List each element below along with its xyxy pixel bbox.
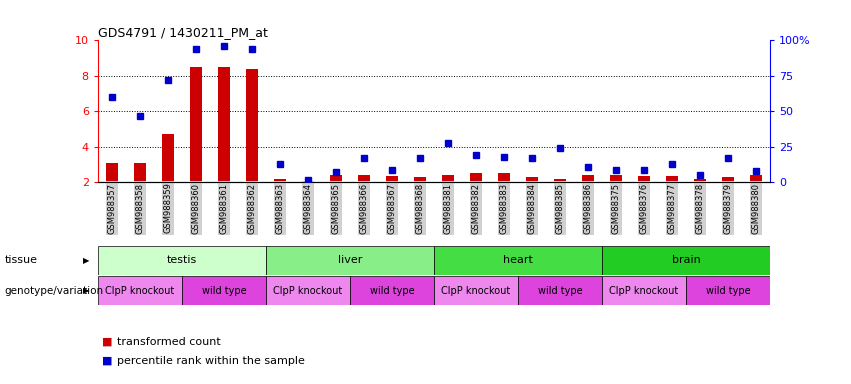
Text: GSM988365: GSM988365 — [332, 182, 340, 233]
Bar — [470, 173, 483, 182]
Text: GSM988364: GSM988364 — [304, 182, 312, 233]
Bar — [602, 246, 770, 275]
Bar — [602, 276, 686, 305]
Bar — [610, 175, 622, 182]
Bar — [357, 175, 370, 182]
Bar — [442, 175, 454, 182]
Text: brain: brain — [671, 255, 700, 265]
Bar — [190, 67, 203, 182]
Text: GSM988378: GSM988378 — [695, 182, 705, 234]
Text: heart: heart — [503, 255, 533, 265]
Text: ▶: ▶ — [83, 256, 89, 265]
Bar — [162, 134, 174, 182]
Text: tissue: tissue — [4, 255, 37, 265]
Bar — [637, 176, 650, 182]
Text: ■: ■ — [102, 337, 112, 347]
Text: ClpP knockout: ClpP knockout — [442, 286, 511, 296]
Bar — [750, 175, 762, 182]
Text: genotype/variation: genotype/variation — [4, 286, 103, 296]
Bar — [182, 276, 266, 305]
Bar — [266, 276, 350, 305]
Bar — [665, 176, 678, 182]
Text: GDS4791 / 1430211_PM_at: GDS4791 / 1430211_PM_at — [98, 26, 268, 39]
Text: wild type: wild type — [538, 286, 582, 296]
Text: GSM988375: GSM988375 — [612, 182, 620, 233]
Text: GSM988379: GSM988379 — [723, 182, 733, 233]
Text: GSM988383: GSM988383 — [500, 182, 509, 234]
Bar — [106, 163, 118, 182]
Text: GSM988386: GSM988386 — [584, 182, 592, 234]
Text: GSM988363: GSM988363 — [276, 182, 284, 234]
Text: ClpP knockout: ClpP knockout — [106, 286, 174, 296]
Bar — [434, 246, 602, 275]
Bar — [350, 276, 434, 305]
Bar — [498, 173, 511, 182]
Text: GSM988377: GSM988377 — [668, 182, 677, 234]
Text: transformed count: transformed count — [117, 337, 220, 347]
Bar — [526, 177, 539, 182]
Bar — [386, 176, 398, 182]
Bar — [434, 276, 518, 305]
Text: GSM988362: GSM988362 — [248, 182, 256, 233]
Bar — [329, 175, 342, 182]
Text: liver: liver — [338, 255, 363, 265]
Text: GSM988380: GSM988380 — [751, 182, 761, 233]
Text: percentile rank within the sample: percentile rank within the sample — [117, 356, 305, 366]
Bar — [246, 69, 258, 182]
Text: GSM988360: GSM988360 — [191, 182, 200, 233]
Text: ClpP knockout: ClpP knockout — [273, 286, 343, 296]
Text: GSM988357: GSM988357 — [107, 182, 117, 233]
Bar — [274, 179, 286, 182]
Text: GSM988382: GSM988382 — [471, 182, 481, 233]
Text: GSM988359: GSM988359 — [163, 182, 173, 233]
Bar — [98, 246, 266, 275]
Text: GSM988385: GSM988385 — [556, 182, 564, 233]
Bar — [554, 179, 567, 182]
Text: GSM988358: GSM988358 — [135, 182, 145, 233]
Text: GSM988376: GSM988376 — [640, 182, 648, 234]
Bar — [301, 180, 314, 182]
Bar — [582, 175, 594, 182]
Text: testis: testis — [167, 255, 197, 265]
Text: ▶: ▶ — [83, 286, 89, 295]
Text: ■: ■ — [102, 356, 112, 366]
Text: GSM988381: GSM988381 — [443, 182, 453, 233]
Text: GSM988366: GSM988366 — [359, 182, 368, 234]
Text: GSM988384: GSM988384 — [528, 182, 536, 233]
Text: wild type: wild type — [202, 286, 246, 296]
Bar — [694, 179, 706, 182]
Text: ClpP knockout: ClpP knockout — [609, 286, 679, 296]
Bar — [218, 67, 231, 182]
Bar — [518, 276, 602, 305]
Bar — [134, 163, 146, 182]
Bar — [686, 276, 770, 305]
Text: GSM988367: GSM988367 — [387, 182, 397, 234]
Bar — [414, 177, 426, 182]
Text: GSM988368: GSM988368 — [415, 182, 425, 234]
Text: GSM988361: GSM988361 — [220, 182, 228, 233]
Text: wild type: wild type — [705, 286, 751, 296]
Text: wild type: wild type — [369, 286, 414, 296]
Bar — [98, 276, 182, 305]
Bar — [266, 246, 434, 275]
Bar — [722, 177, 734, 182]
